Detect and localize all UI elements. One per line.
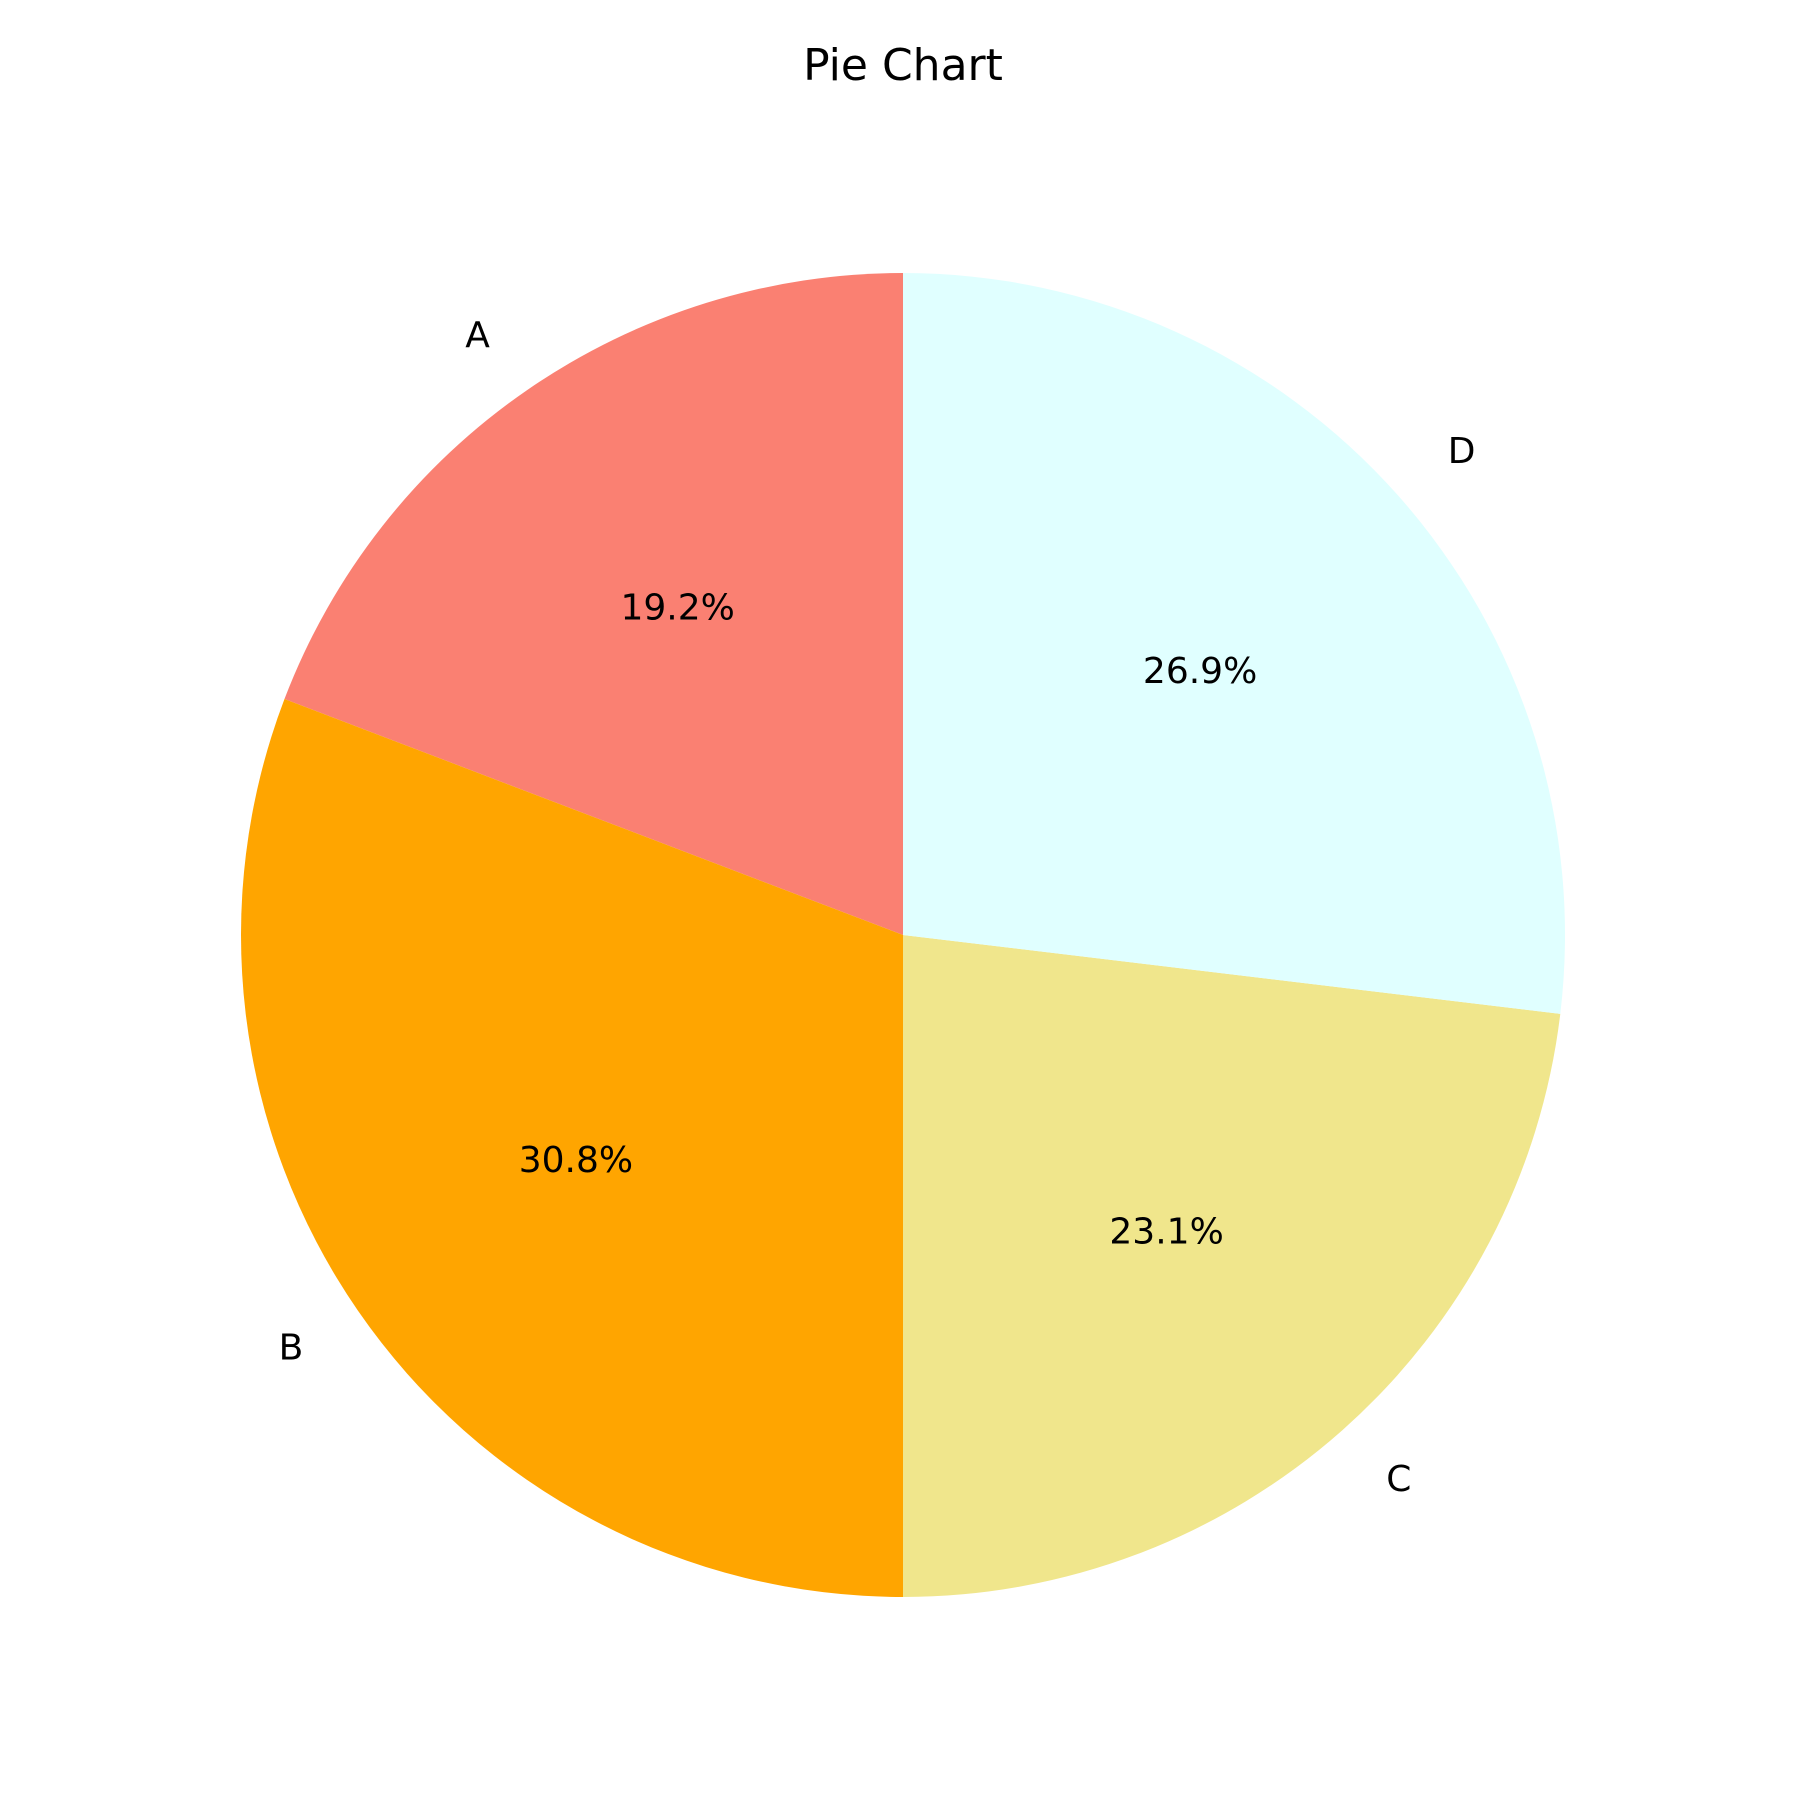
pie-slice-b	[240, 699, 903, 1597]
slice-label-b: B	[279, 1328, 304, 1369]
pie-slice-a	[284, 273, 903, 935]
pie-slice-c	[903, 935, 1561, 1597]
pct-label-d: 26.9%	[1143, 651, 1257, 692]
pct-label-b: 30.8%	[519, 1140, 633, 1181]
pct-label-c: 23.1%	[1109, 1212, 1223, 1253]
chart-title: Pie Chart	[803, 40, 1003, 91]
pie-labels: A 19.2% B 30.8% C 23.1% D 26.9%	[279, 315, 1476, 1500]
pct-label-a: 19.2%	[620, 587, 734, 628]
pie-slice-d	[903, 272, 1565, 1014]
slice-label-d: D	[1448, 431, 1476, 472]
pie-slices	[240, 272, 1565, 1597]
slice-label-a: A	[465, 315, 490, 356]
slice-label-c: C	[1386, 1459, 1411, 1500]
